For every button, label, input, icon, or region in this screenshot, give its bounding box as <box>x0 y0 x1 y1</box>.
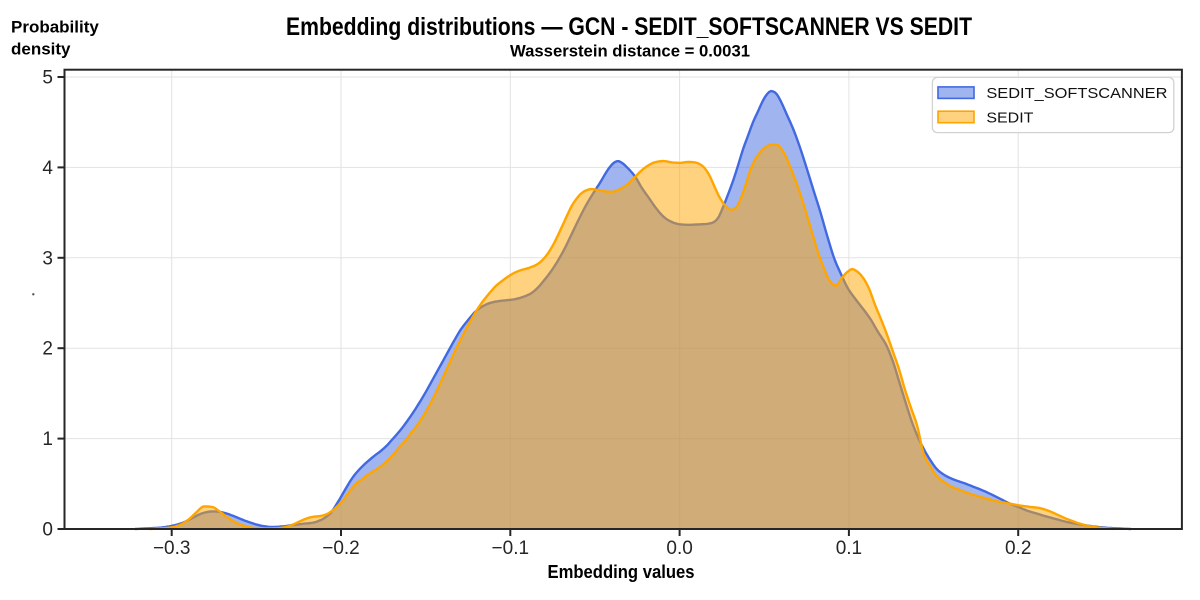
svg-text:0: 0 <box>42 520 53 541</box>
svg-text:density: density <box>11 40 71 59</box>
svg-text:0.0: 0.0 <box>666 538 692 559</box>
svg-text:5: 5 <box>42 68 53 89</box>
svg-text:3: 3 <box>42 248 53 269</box>
svg-text:0.2: 0.2 <box>1005 538 1031 559</box>
svg-text:2: 2 <box>42 339 53 360</box>
svg-text:0.1: 0.1 <box>836 538 862 559</box>
svg-text:Wasserstein distance = 0.0031: Wasserstein distance = 0.0031 <box>510 42 750 61</box>
svg-text:Probability: Probability <box>11 18 99 37</box>
svg-text:−0.1: −0.1 <box>492 538 530 559</box>
svg-text:−0.2: −0.2 <box>322 538 360 559</box>
svg-text:SEDIT: SEDIT <box>986 109 1033 126</box>
svg-text:−0.3: −0.3 <box>153 538 191 559</box>
svg-text:Embedding distributions — GCN: Embedding distributions — GCN - SEDIT_SO… <box>286 13 972 41</box>
svg-text:SEDIT_SOFTSCANNER: SEDIT_SOFTSCANNER <box>986 85 1167 102</box>
svg-text:1: 1 <box>42 429 53 450</box>
svg-text:4: 4 <box>42 158 53 179</box>
svg-text:Embedding values: Embedding values <box>548 562 695 582</box>
